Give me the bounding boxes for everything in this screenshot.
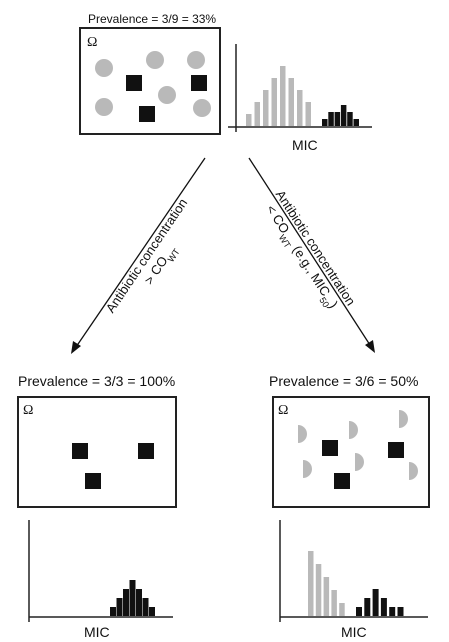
histogram-bar-resistant <box>334 112 341 126</box>
histogram-bar-resistant <box>116 598 123 616</box>
histogram-bar-susceptible <box>323 577 330 616</box>
right-arrow <box>248 157 371 346</box>
histogram-bar-resistant <box>353 119 359 126</box>
histogram-bar-susceptible <box>271 78 277 126</box>
inhibited-cell <box>349 421 358 439</box>
histogram-bar-resistant <box>136 589 142 616</box>
histogram-bar-susceptible <box>288 78 294 126</box>
histogram-bar-susceptible <box>339 603 345 616</box>
resistant-cell <box>138 443 154 459</box>
bottom-right-histogram <box>308 551 404 616</box>
bottom-left-prevalence-label: Prevalence = 3/3 = 100% <box>18 373 175 389</box>
histogram-bar-resistant <box>389 607 396 616</box>
arrows: Antibiotic concentration > COWT Antibiot… <box>71 157 375 354</box>
resistant-cell <box>388 442 404 458</box>
histogram-bar-resistant <box>364 598 371 616</box>
bottom-left-axis-label: MIC <box>84 624 110 640</box>
histogram-bar-resistant <box>397 607 404 616</box>
susceptible-cell <box>146 51 164 69</box>
bottom-right-panel: Prevalence = 3/6 = 50% Ω MIC <box>269 373 430 640</box>
histogram-bar-resistant <box>129 580 136 616</box>
top-histogram <box>246 66 359 126</box>
right-arrowhead <box>365 340 375 353</box>
histogram-bar-resistant <box>347 112 353 126</box>
top-population-box <box>79 27 221 135</box>
histogram-bar-resistant <box>380 598 387 616</box>
left-arrowhead <box>71 341 81 354</box>
right-arrow-label: Antibiotic concentration < COWT (e.g., M… <box>263 187 358 310</box>
histogram-bar-susceptible <box>246 114 252 126</box>
histogram-bar-resistant <box>372 589 379 616</box>
top-prevalence-label: Prevalence = 3/9 = 33% <box>88 12 216 26</box>
histogram-bar-resistant <box>356 607 362 616</box>
bottom-right-omega-symbol: Ω <box>278 403 288 418</box>
bottom-left-histogram <box>110 580 155 616</box>
histogram-bar-susceptible <box>263 90 269 126</box>
histogram-bar-susceptible <box>305 102 311 126</box>
top-axis-label: MIC <box>292 137 318 153</box>
resistant-cell <box>139 106 155 122</box>
resistant-cell <box>126 75 142 91</box>
histogram-bar-resistant <box>322 119 328 126</box>
histogram-bar-resistant <box>110 607 116 616</box>
susceptible-cell <box>187 51 205 69</box>
histogram-bar-resistant <box>142 598 149 616</box>
resistant-cell <box>72 443 88 459</box>
inhibited-cell <box>399 410 408 428</box>
left-arrow-label: Antibiotic concentration > COWT <box>103 196 191 316</box>
bottom-left-population-box <box>17 396 177 508</box>
bottom-right-population-box <box>272 396 430 508</box>
susceptible-cell <box>95 98 113 116</box>
top-panel: Prevalence = 3/9 = 33% Ω MIC <box>79 12 372 153</box>
bottom-left-panel: Prevalence = 3/3 = 100% Ω MIC <box>17 373 177 640</box>
bottom-left-omega-symbol: Ω <box>23 403 33 418</box>
histogram-bar-resistant <box>149 607 155 616</box>
histogram-bar-susceptible <box>315 564 322 616</box>
histogram-bar-resistant <box>123 589 129 616</box>
resistant-cell <box>322 440 338 456</box>
susceptible-cell <box>158 86 176 104</box>
histogram-bar-resistant <box>340 105 347 126</box>
left-arrow <box>75 157 206 348</box>
bottom-right-axis-label: MIC <box>341 624 367 640</box>
resistant-cell <box>334 473 350 489</box>
top-omega-symbol: Ω <box>87 35 97 50</box>
histogram-bar-susceptible <box>254 102 260 126</box>
susceptible-cell <box>193 99 211 117</box>
resistant-cell <box>85 473 101 489</box>
histogram-bar-susceptible <box>297 90 303 126</box>
histogram-bar-susceptible <box>280 66 286 126</box>
susceptible-cell <box>95 59 113 77</box>
bottom-right-prevalence-label: Prevalence = 3/6 = 50% <box>269 373 418 389</box>
inhibited-cell <box>409 462 418 480</box>
histogram-bar-resistant <box>328 112 334 126</box>
resistant-cell <box>191 75 207 91</box>
inhibited-cell <box>303 460 312 478</box>
inhibited-cell <box>355 453 364 471</box>
histogram-bar-susceptible <box>331 590 337 616</box>
histogram-bar-susceptible <box>308 551 314 616</box>
inhibited-cell <box>298 425 307 443</box>
